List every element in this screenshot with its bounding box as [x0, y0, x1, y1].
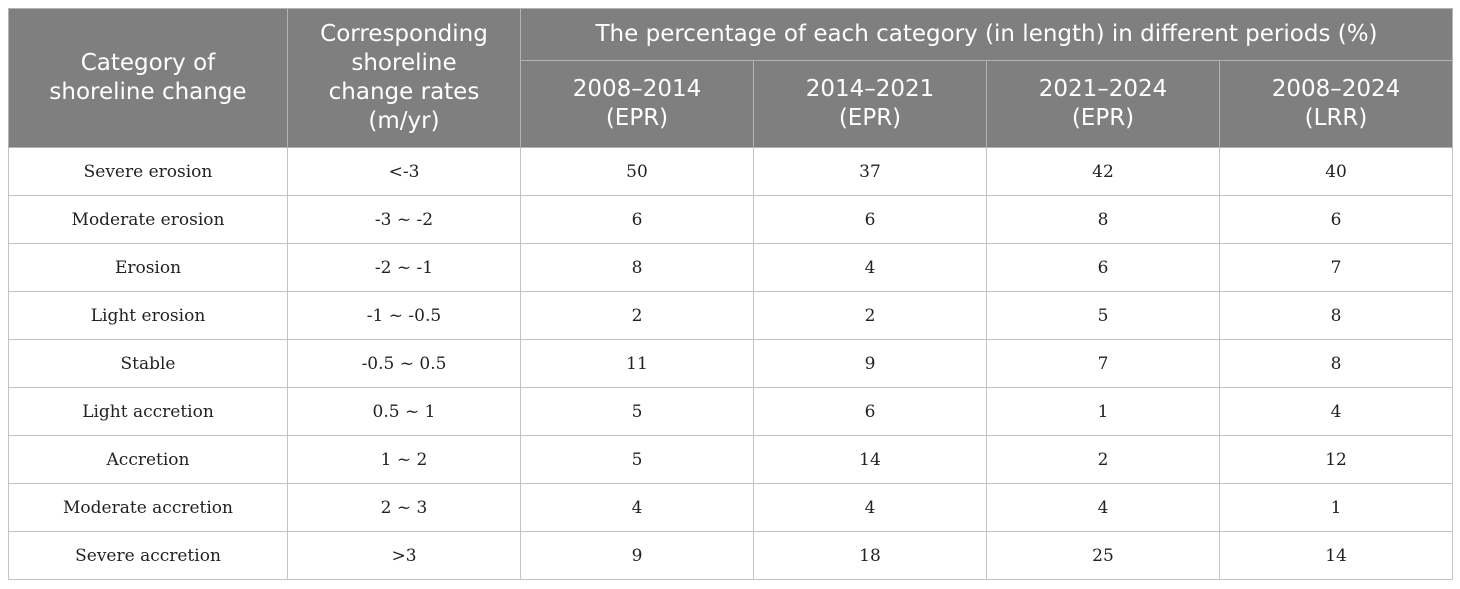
- value-cell: 4: [753, 243, 987, 292]
- header-period-2008-2024: 2008–2024 (LRR): [1218, 60, 1454, 148]
- header-period-2021-2024: 2021–2024 (EPR): [986, 60, 1220, 148]
- value-cell: 4: [1218, 387, 1454, 436]
- header-period-group: The percentage of each category (in leng…: [519, 8, 1454, 61]
- value-cell: 14: [1218, 531, 1454, 580]
- value-cell: 6: [1218, 195, 1454, 244]
- table-body: Severe erosion <-3 50 37 42 40 Moderate …: [8, 147, 1454, 580]
- rate-cell: <-3: [287, 147, 521, 196]
- table-row: Erosion -2 ~ -1 8 4 6 7: [8, 243, 1454, 292]
- value-cell: 8: [986, 195, 1220, 244]
- value-cell: 14: [753, 435, 987, 484]
- value-cell: 1: [1218, 483, 1454, 532]
- value-cell: 6: [753, 195, 987, 244]
- shoreline-change-table-container: Category of shoreline change Correspondi…: [8, 8, 1454, 580]
- value-cell: 7: [986, 339, 1220, 388]
- category-cell: Stable: [8, 339, 288, 388]
- category-cell: Moderate accretion: [8, 483, 288, 532]
- value-cell: 2: [986, 435, 1220, 484]
- value-cell: 25: [986, 531, 1220, 580]
- value-cell: 7: [1218, 243, 1454, 292]
- category-cell: Severe accretion: [8, 531, 288, 580]
- rate-cell: 2 ~ 3: [287, 483, 521, 532]
- value-cell: 6: [753, 387, 987, 436]
- value-cell: 6: [520, 195, 754, 244]
- header-period-2014-2021: 2014–2021 (EPR): [753, 60, 987, 148]
- rate-cell: >3: [287, 531, 521, 580]
- table-row: Light accretion 0.5 ~ 1 5 6 1 4: [8, 387, 1454, 436]
- value-cell: 9: [753, 339, 987, 388]
- category-cell: Severe erosion: [8, 147, 288, 196]
- category-cell: Erosion: [8, 243, 288, 292]
- value-cell: 4: [520, 483, 754, 532]
- value-cell: 18: [753, 531, 987, 580]
- value-cell: 40: [1218, 147, 1454, 196]
- value-cell: 4: [986, 483, 1220, 532]
- value-cell: 5: [520, 387, 754, 436]
- value-cell: 42: [986, 147, 1220, 196]
- table-row: Moderate erosion -3 ~ -2 6 6 8 6: [8, 195, 1454, 244]
- value-cell: 8: [1218, 291, 1454, 340]
- value-cell: 5: [520, 435, 754, 484]
- value-cell: 8: [520, 243, 754, 292]
- rate-cell: -0.5 ~ 0.5: [287, 339, 521, 388]
- rate-cell: -1 ~ -0.5: [287, 291, 521, 340]
- value-cell: 8: [1218, 339, 1454, 388]
- rate-cell: 1 ~ 2: [287, 435, 521, 484]
- value-cell: 2: [753, 291, 987, 340]
- value-cell: 5: [986, 291, 1220, 340]
- table-row: Severe erosion <-3 50 37 42 40: [8, 147, 1454, 196]
- value-cell: 1: [986, 387, 1220, 436]
- table-row: Light erosion -1 ~ -0.5 2 2 5 8: [8, 291, 1454, 340]
- value-cell: 6: [986, 243, 1220, 292]
- table-row: Severe accretion >3 9 18 25 14: [8, 531, 1454, 580]
- header-category: Category of shoreline change: [8, 8, 288, 148]
- value-cell: 4: [753, 483, 987, 532]
- table-row: Stable -0.5 ~ 0.5 11 9 7 8: [8, 339, 1454, 388]
- header-period-2008-2014: 2008–2014 (EPR): [520, 60, 754, 148]
- value-cell: 37: [753, 147, 987, 196]
- rate-cell: -3 ~ -2: [287, 195, 521, 244]
- value-cell: 2: [520, 291, 754, 340]
- value-cell: 50: [520, 147, 754, 196]
- table-row: Accretion 1 ~ 2 5 14 2 12: [8, 435, 1454, 484]
- header-row-2: 2008–2014 (EPR) 2014–2021 (EPR) 2021–202…: [9, 60, 1454, 148]
- category-cell: Light accretion: [8, 387, 288, 436]
- rate-cell: -2 ~ -1: [287, 243, 521, 292]
- value-cell: 11: [520, 339, 754, 388]
- rate-cell: 0.5 ~ 1: [287, 387, 521, 436]
- table-header: Category of shoreline change Correspondi…: [8, 8, 1454, 148]
- value-cell: 12: [1218, 435, 1454, 484]
- shoreline-change-table: Category of shoreline change Correspondi…: [8, 8, 1454, 580]
- value-cell: 9: [520, 531, 754, 580]
- table-row: Moderate accretion 2 ~ 3 4 4 4 1: [8, 483, 1454, 532]
- header-row-1: Category of shoreline change Correspondi…: [8, 8, 1454, 148]
- category-cell: Accretion: [8, 435, 288, 484]
- header-rates: Corresponding shoreline change rates (m/…: [287, 8, 521, 148]
- category-cell: Moderate erosion: [8, 195, 288, 244]
- category-cell: Light erosion: [8, 291, 288, 340]
